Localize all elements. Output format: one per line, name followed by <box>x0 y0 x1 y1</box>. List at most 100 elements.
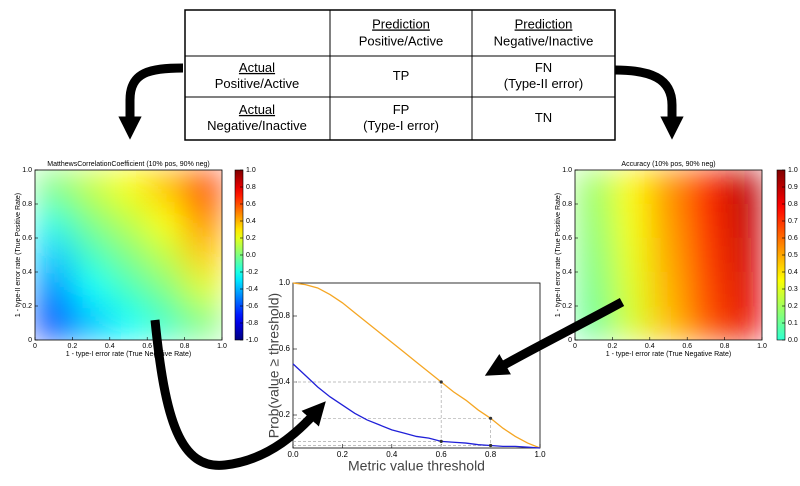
colorbar-tick-label: -0.6 <box>246 303 258 310</box>
heatmap-cell <box>724 238 762 273</box>
x-tick-label: 0.6 <box>436 450 448 459</box>
cell-text: (Type-I error) <box>363 118 439 133</box>
heatmap-cell <box>575 238 613 273</box>
y-tick-label: 0.6 <box>22 235 32 242</box>
colorbar-tick-label: 0.7 <box>788 218 798 225</box>
x-tick-label: 0.4 <box>386 450 398 459</box>
x-axis-label: 1 - type-I error rate (True Negative Rat… <box>606 351 731 358</box>
cell-text: (Type-II error) <box>504 76 583 91</box>
arrow <box>484 298 625 376</box>
series-line <box>292 363 541 449</box>
colorbar-tick-label: 0.2 <box>788 303 798 310</box>
x-tick-label: 0.2 <box>608 343 618 350</box>
heatmap-cell <box>109 170 148 205</box>
colorbar-tick-label: 0.8 <box>246 184 256 191</box>
heatmap-cell <box>147 204 186 239</box>
heatmap-cell <box>649 272 688 307</box>
colorbar-tick-label: 0.6 <box>246 201 256 208</box>
plot-frame <box>574 169 763 341</box>
y-tick-label: 0.8 <box>22 201 32 208</box>
x-tick-label: 0 <box>33 343 37 350</box>
heatmap-cell <box>147 170 186 205</box>
y-tick-label: 0 <box>28 337 32 344</box>
arrow <box>614 65 684 140</box>
y-axis-label: Prob(value ≥ threshold) <box>266 293 282 438</box>
heatmap-cell <box>612 238 651 273</box>
heatmap-cell <box>72 272 111 307</box>
heatmap-cell <box>147 238 186 273</box>
colorbar-tick-label: 0.3 <box>788 286 798 293</box>
x-tick-label: 0 <box>573 343 577 350</box>
heatmap-cell <box>72 306 111 340</box>
colorbar-tick-label: 0.4 <box>788 269 798 276</box>
x-tick-label: 1.0 <box>534 450 546 459</box>
y-tick-label: 1.0 <box>562 167 572 174</box>
heatmap-cell <box>35 170 73 205</box>
heatmap-cell <box>649 170 688 205</box>
colorbar-tick-label: -0.4 <box>246 286 258 293</box>
heatmap-cell <box>687 170 726 205</box>
heatmap-cell <box>575 272 613 307</box>
y-tick-label: 0.8 <box>562 201 572 208</box>
heatmap-cell <box>649 204 688 239</box>
colorbar-tick-label: 0.2 <box>246 235 256 242</box>
column-head: Prediction <box>372 16 430 31</box>
y-tick-label: 0.2 <box>22 303 32 310</box>
row-head: Actual <box>239 102 275 117</box>
heatmap-cell <box>109 272 148 307</box>
row-sub: Negative/Inactive <box>207 118 307 133</box>
x-tick-label: 1.0 <box>757 343 767 350</box>
heatmap-title: Accuracy (10% pos, 90% neg) <box>621 161 715 168</box>
heatmap-cell <box>184 306 222 340</box>
arrow <box>118 63 184 140</box>
y-axis-label: 1 - type-II error rate (True Positive Ra… <box>15 193 22 317</box>
heatmap-cell <box>649 306 688 340</box>
heatmap-cell <box>35 204 73 239</box>
heatmap-cell <box>724 272 762 307</box>
heatmap-cell <box>72 170 111 205</box>
heatmap-cell <box>147 272 186 307</box>
heatmap-cell <box>724 306 762 340</box>
table-border <box>184 9 616 141</box>
x-axis-label: 1 - type-I error rate (True Negative Rat… <box>66 351 191 358</box>
series-line <box>292 282 541 449</box>
x-tick-label: 1.0 <box>217 343 227 350</box>
colorbar-tick-label: 1.0 <box>788 167 798 174</box>
confusion-table: Prediction Positive/Active Prediction Negat… <box>184 9 616 141</box>
point <box>439 439 443 443</box>
point <box>489 443 493 448</box>
heatmap-blur <box>35 170 222 340</box>
x-tick-label: 0.2 <box>68 343 78 350</box>
heatmap-cell <box>687 306 726 340</box>
heatmap-blur <box>575 170 762 340</box>
heatmap-cell <box>35 272 73 307</box>
colorbar-tick-label: -1.0 <box>246 337 258 344</box>
y-tick-label: 0.8 <box>279 311 291 320</box>
threshold-chart: 0.0 0.2 0.4 0.6 0.8 1.0 0.2 0.4 0.6 0.8 1.0 Metric … <box>266 278 546 474</box>
y-tick-label: 0.6 <box>562 235 572 242</box>
heatmap-cell <box>184 238 222 273</box>
heatmap-cell <box>612 204 651 239</box>
x-tick-label: 0.8 <box>485 450 497 459</box>
column-head: Prediction <box>515 16 573 31</box>
x-tick-label: 0.6 <box>682 343 692 350</box>
heatmap-cell <box>612 170 651 205</box>
heatmap-cell <box>687 272 726 307</box>
heatmap-cell <box>575 204 613 239</box>
point <box>439 380 443 384</box>
colorbar-tick-label: 0.8 <box>788 201 798 208</box>
heatmap-cells <box>35 170 222 340</box>
heatmap-cell <box>687 204 726 239</box>
heatmap-cell <box>575 170 613 205</box>
heatmap-cell <box>184 170 222 205</box>
y-tick-label: 0.2 <box>562 303 572 310</box>
colorbar-tick-label: -0.2 <box>246 269 258 276</box>
x-tick-label: 0.6 <box>142 343 152 350</box>
y-tick-label: 0.4 <box>22 269 32 276</box>
heatmap-cell <box>109 204 148 239</box>
x-tick-label: 0.8 <box>180 343 190 350</box>
cell-text: TN <box>535 110 552 125</box>
y-tick-label: 0.2 <box>279 410 291 419</box>
colorbar-tick-label: 0.5 <box>788 252 798 259</box>
